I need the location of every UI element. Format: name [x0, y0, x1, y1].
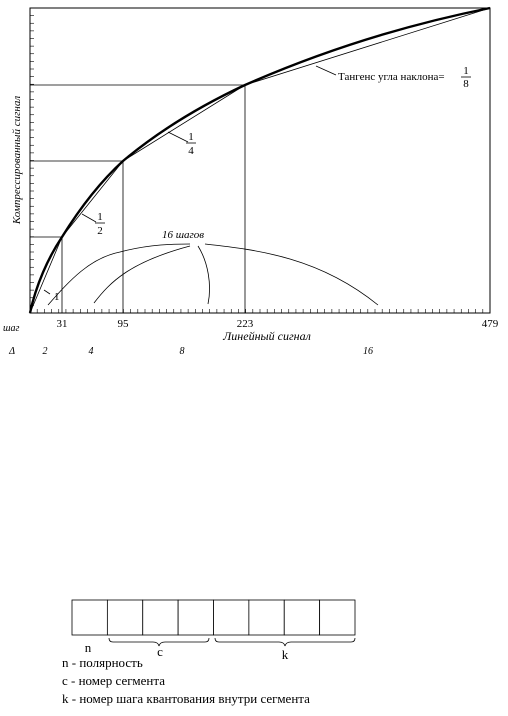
leader: [43, 289, 51, 295]
legend-item: c - номер сегмента: [62, 673, 165, 688]
step-curve: [47, 243, 191, 306]
fraction-den: 8: [463, 78, 469, 90]
bit-cell: [319, 599, 356, 636]
legend-item: n - полярность: [62, 655, 143, 670]
bit-cell: [248, 599, 285, 636]
step-curve: [197, 245, 210, 305]
brace: [108, 637, 210, 647]
fraction-num: 1: [97, 211, 103, 223]
bit-cell: [71, 599, 108, 636]
x-tick-label: 95: [118, 318, 130, 330]
step-curve: [204, 243, 379, 306]
fraction-den: 4: [188, 145, 194, 157]
step-item: 8: [180, 346, 185, 357]
x-tick-label: 31: [57, 318, 68, 330]
bit-cell: [106, 599, 144, 636]
step-title: шаг: [3, 323, 20, 334]
step-curve: [93, 245, 191, 304]
bit-cell: [283, 599, 321, 636]
fraction-den: 2: [97, 225, 103, 237]
plot: [28, 6, 491, 314]
minor-ticks: [30, 15, 484, 313]
compression-curve: [28, 6, 491, 314]
legend-item: k - номер шага квантования внутри сегмен…: [62, 691, 310, 706]
segment-line: [29, 7, 491, 314]
x-tick-label: 223: [237, 318, 254, 330]
code-word: [71, 599, 356, 636]
slope-label: 1: [54, 291, 60, 303]
steps-label: 16 шагов: [162, 229, 204, 241]
brace: [214, 637, 356, 647]
plot-frame: [29, 7, 491, 314]
step-item: 4: [89, 346, 94, 357]
fraction-num: 1: [188, 131, 194, 143]
y-axis-label: Компрессированный сигнал: [11, 96, 23, 225]
step-item: 2: [43, 346, 48, 357]
tangent-label: Тангенс угла наклона=: [338, 71, 445, 83]
leader: [167, 131, 189, 143]
field-label: c: [157, 644, 163, 659]
field-label: n: [85, 640, 92, 655]
x-axis-label: Линейный сигнал: [222, 329, 311, 343]
fraction-num: 1: [463, 65, 469, 77]
step-item: 16: [363, 346, 373, 357]
x-tick-label: 479: [482, 318, 499, 330]
leader: [81, 213, 97, 223]
bit-cell: [142, 599, 179, 636]
bit-cell: [177, 599, 214, 636]
leader: [315, 65, 337, 76]
step-item: Δ: [8, 346, 15, 357]
field-label: k: [282, 647, 289, 662]
bit-cell: [213, 599, 250, 636]
